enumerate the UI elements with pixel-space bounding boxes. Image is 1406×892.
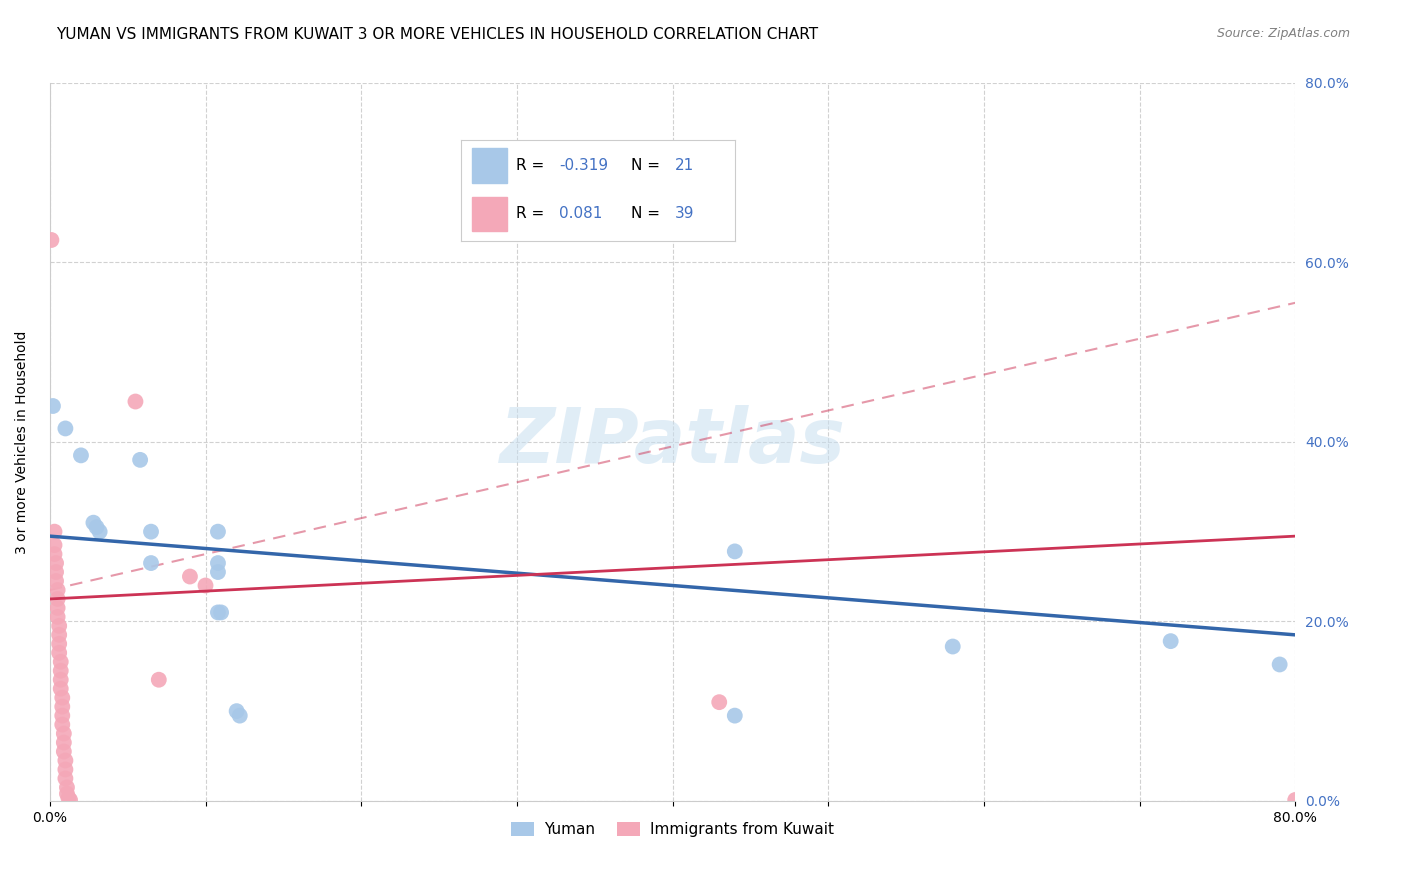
Point [52, 745, 75, 759]
Point [1284, 793, 1306, 807]
Point [55, 772, 77, 786]
Point [58, 791, 80, 805]
Point [59, 793, 82, 807]
Point [45, 574, 67, 588]
Point [48, 619, 70, 633]
Point [49, 681, 72, 696]
Point [51, 699, 73, 714]
Point [52, 726, 75, 740]
Point [46, 610, 69, 624]
Point [42, 399, 65, 413]
Point [55, 763, 77, 777]
Point [70, 449, 93, 463]
Point [207, 606, 229, 620]
Point [179, 569, 201, 583]
Point [51, 717, 73, 731]
Point [56, 780, 79, 795]
Text: ZIPatlas: ZIPatlas [499, 405, 845, 479]
Point [55, 421, 77, 435]
Point [49, 673, 72, 687]
Point [1268, 657, 1291, 672]
Point [44, 524, 66, 539]
Y-axis label: 3 or more Vehicles in Household: 3 or more Vehicles in Household [15, 330, 30, 554]
Point [207, 556, 229, 570]
Point [48, 628, 70, 642]
Text: Source: ZipAtlas.com: Source: ZipAtlas.com [1216, 27, 1350, 40]
Point [52, 735, 75, 749]
Point [148, 673, 170, 687]
Point [1160, 634, 1182, 648]
Point [46, 582, 69, 597]
Point [51, 690, 73, 705]
Point [139, 524, 162, 539]
Point [46, 601, 69, 615]
Point [55, 754, 77, 768]
Point [45, 556, 67, 570]
Legend: Yuman, Immigrants from Kuwait: Yuman, Immigrants from Kuwait [505, 816, 839, 844]
Point [48, 637, 70, 651]
Point [209, 606, 232, 620]
Point [41, 233, 63, 247]
Point [139, 556, 162, 570]
Point [207, 524, 229, 539]
Point [129, 453, 152, 467]
Point [124, 394, 146, 409]
Text: YUMAN VS IMMIGRANTS FROM KUWAIT 3 OR MORE VEHICLES IN HOUSEHOLD CORRELATION CHAR: YUMAN VS IMMIGRANTS FROM KUWAIT 3 OR MOR… [56, 27, 818, 42]
Point [51, 708, 73, 723]
Point [942, 640, 965, 654]
Point [44, 538, 66, 552]
Point [194, 578, 217, 592]
Point [49, 655, 72, 669]
Point [82, 516, 104, 530]
Point [207, 565, 229, 579]
Point [45, 565, 67, 579]
Point [225, 704, 247, 718]
Point [44, 547, 66, 561]
Point [229, 708, 252, 723]
Point [46, 591, 69, 606]
Point [48, 646, 70, 660]
Point [724, 708, 747, 723]
Point [56, 787, 79, 801]
Point [89, 524, 111, 539]
Point [49, 664, 72, 678]
Point [724, 544, 747, 558]
Point [86, 520, 108, 534]
Point [709, 695, 731, 709]
